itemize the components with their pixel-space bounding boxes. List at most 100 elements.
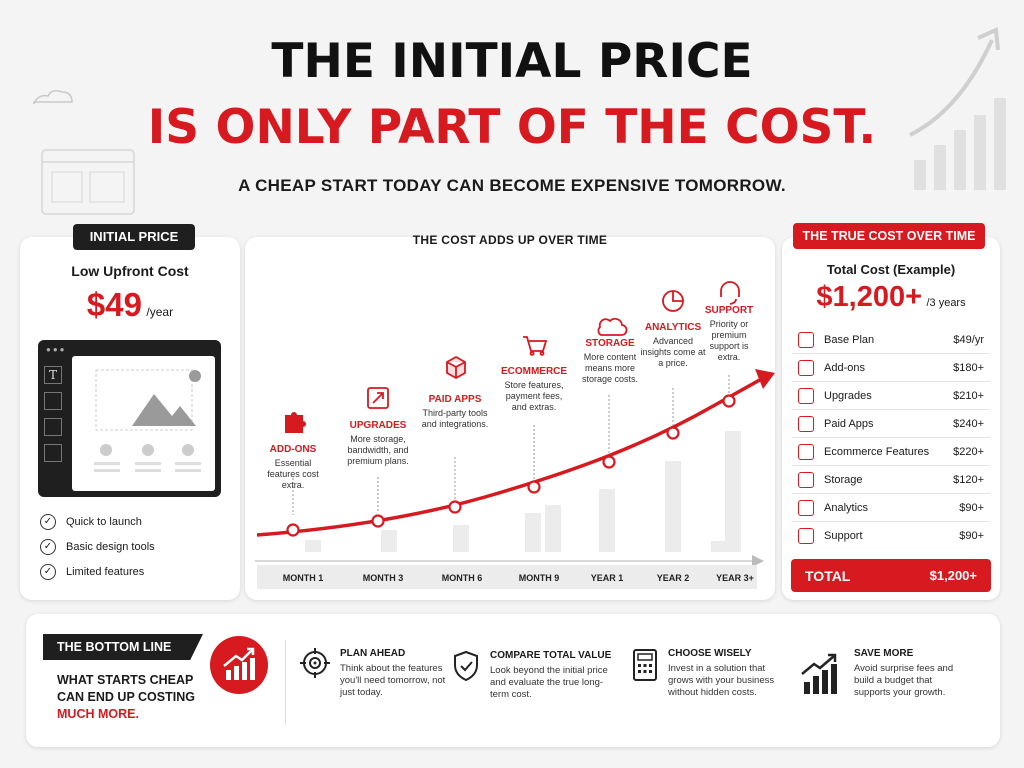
cost-row-label: Upgrades: [824, 389, 872, 402]
tip-choose-wisely: CHOOSE WISELY Invest in a solution that g…: [632, 648, 782, 699]
cost-row-label: Add-ons: [824, 361, 865, 374]
cost-row: Paid Apps $240+: [792, 410, 990, 438]
price-amount: $49: [86, 286, 142, 323]
true-cost-unit: /3 years: [926, 297, 966, 309]
tip-save-more: SAVE MORE Avoid surprise fees and build a…: [800, 648, 970, 699]
x-label: YEAR 3+: [716, 573, 754, 583]
cost-breakdown-list: Base Plan $49/yr Add-ons $180+ Upgrades $21…: [792, 326, 990, 550]
subtitle: A CHEAP START TODAY CAN BECOME EXPENSIVE…: [238, 176, 786, 195]
cost-row-value: $120+: [953, 473, 984, 486]
cost-row-label: Storage: [824, 473, 863, 486]
cost-row: Support $90+: [792, 522, 990, 550]
check-label: Basic design tools: [66, 540, 155, 553]
milestone-title: PAID APPS: [428, 394, 482, 405]
cost-row: Ecommerce Features $220+: [792, 438, 990, 466]
mockup-toolbar: T: [44, 366, 66, 490]
true-cost-value: $1,200+ /3 years: [782, 281, 1000, 314]
cart-icon: [798, 443, 814, 460]
check-label: Limited features: [66, 565, 145, 578]
milestone-desc: More content means more storage costs.: [581, 352, 639, 384]
cost-over-time-title: THE COST ADDS UP OVER TIME: [412, 233, 608, 247]
bottom-line-3: MUCH MORE.: [57, 707, 139, 721]
x-label: MONTH 6: [441, 573, 483, 583]
cost-curve-chart: [255, 281, 775, 589]
cost-row: Storage $120+: [792, 466, 990, 494]
target-icon: [300, 648, 330, 678]
milestone-desc: Third-party tools and integrations.: [421, 408, 489, 429]
text-tool-icon: T: [44, 366, 62, 384]
milestone-title: ANALYTICS: [644, 322, 702, 333]
image-tool-icon: [44, 392, 62, 410]
cost-row: Base Plan $49/yr: [792, 326, 990, 354]
arrow-icon: [798, 331, 814, 348]
cost-row-value: $90+: [959, 501, 984, 514]
milestone-add-ons: ADD-ONS Essential features cost extra.: [258, 444, 328, 491]
layout-tool-icon: [44, 444, 62, 462]
x-label: YEAR 1: [590, 573, 624, 583]
cost-row: Upgrades $210+: [792, 382, 990, 410]
decor-right-growth: [909, 27, 1006, 190]
calculator-icon: [633, 649, 657, 681]
total-cost-heading: Total Cost (Example): [826, 262, 956, 277]
puzzle-icon: [798, 359, 814, 376]
milestone-ecommerce: ECOMMERCE Store features, payment fees, …: [498, 366, 570, 413]
total-label: TOTAL: [805, 567, 851, 584]
milestone-desc: Essential features cost extra.: [267, 458, 319, 490]
check-icon: ✓: [40, 538, 56, 555]
feature-checklist: ✓ Quick to launch ✓ Basic design tools ✓ Li…: [40, 509, 230, 584]
title-line-2: IS ONLY PART OF THE COST.: [147, 100, 877, 155]
shield-icon: [454, 650, 478, 682]
background-bars: [305, 431, 741, 552]
milestone-title: UPGRADES: [349, 420, 407, 431]
growth-badge-icon: [210, 636, 268, 694]
website-builder-mockup: ●●● T: [38, 340, 221, 497]
bottom-line-2: CAN END UP COSTING: [57, 690, 195, 704]
bottom-line-badge: THE BOTTOM LINE: [43, 634, 203, 660]
cost-row-label: Ecommerce Features: [824, 445, 930, 458]
x-label: MONTH 9: [518, 573, 560, 583]
cost-row-value: $210+: [953, 389, 984, 402]
check-item: ✓ Basic design tools: [40, 534, 230, 559]
headset-icon: [798, 528, 814, 544]
true-cost-amount: $1,200+: [816, 281, 923, 313]
growth-chart-icon: [801, 653, 837, 694]
decor-left-sketch: [33, 89, 135, 215]
cost-row-value: $49/yr: [953, 333, 984, 346]
milestone-desc: Advanced insights come at a price.: [640, 336, 706, 368]
milestone-title: SUPPORT: [704, 305, 754, 316]
cost-row: Add-ons $180+: [792, 354, 990, 382]
milestone-desc: More storage, bandwidth, and premium pla…: [347, 434, 409, 466]
tip-desc: Avoid surprise fees and build a budget t…: [854, 663, 954, 698]
bottom-divider: [285, 640, 286, 725]
total-bar: TOTAL $1,200+: [791, 559, 991, 592]
cost-row-value: $180+: [953, 361, 984, 374]
check-label: Quick to launch: [66, 515, 142, 528]
tip-title: CHOOSE WISELY: [668, 648, 752, 659]
check-item: ✓ Limited features: [40, 559, 230, 584]
cost-row-value: $220+: [953, 445, 984, 458]
cost-row-label: Analytics: [824, 501, 869, 514]
x-label: YEAR 2: [656, 573, 690, 583]
cost-row-value: $240+: [953, 417, 984, 430]
check-item: ✓ Quick to launch: [40, 509, 230, 534]
initial-price-badge: INITIAL PRICE: [73, 224, 195, 250]
mockup-canvas-art: [94, 369, 201, 472]
low-upfront-heading: Low Upfront Cost: [71, 263, 189, 279]
title-line-1: THE INITIAL PRICE: [271, 34, 753, 89]
milestone-analytics: ANALYTICS Advanced insights come at a pr…: [640, 322, 706, 369]
bottom-line-text: WHAT STARTS CHEAP CAN END UP COSTING MUC…: [57, 672, 195, 723]
x-label: MONTH 3: [362, 573, 404, 583]
cloud-icon: [798, 471, 814, 488]
tip-title: PLAN AHEAD: [340, 648, 406, 659]
milestone-title: ECOMMERCE: [500, 366, 568, 377]
milestone-paid-apps: PAID APPS Third-party tools and integrat…: [420, 394, 490, 430]
milestone-desc: Priority or premium support is extra.: [709, 319, 749, 362]
total-value: $1,200+: [929, 568, 977, 583]
tip-title: COMPARE TOTAL VALUE: [490, 650, 612, 661]
tip-desc: Invest in a solution that grows with you…: [668, 663, 775, 698]
tip-desc: Think about the features you'll need tom…: [340, 663, 446, 698]
price-unit: /year: [146, 305, 174, 319]
true-cost-card: [782, 237, 1000, 600]
tip-desc: Look beyond the initial price and evalua…: [490, 665, 608, 700]
pie-chart-icon: [798, 499, 814, 516]
